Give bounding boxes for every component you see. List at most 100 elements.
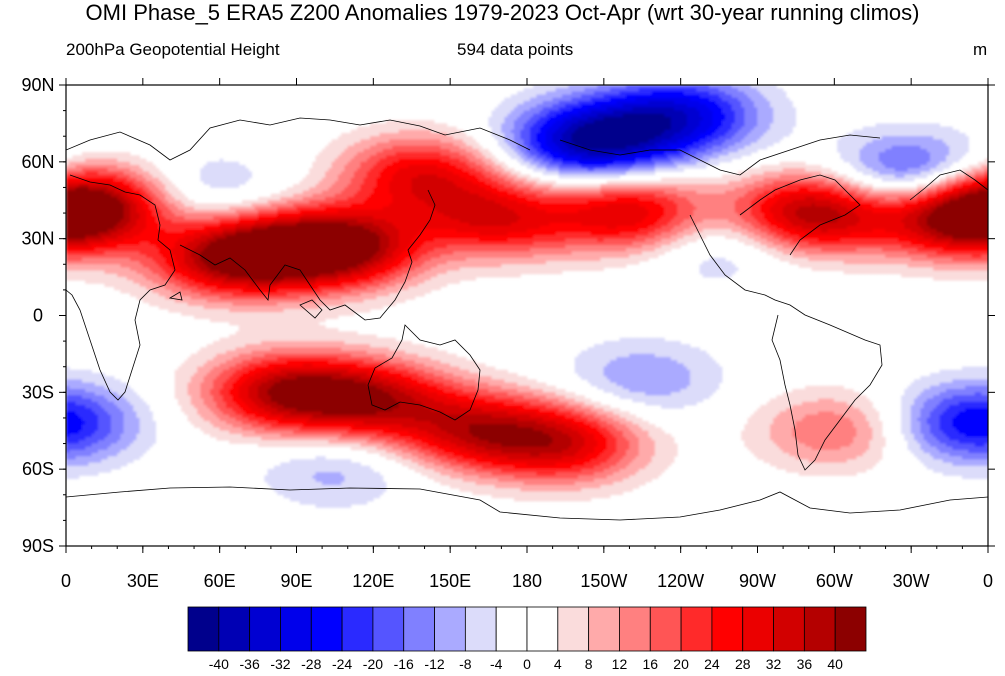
anomaly-cell [962,171,966,175]
anomaly-cell [446,136,451,140]
anomaly-cell [878,142,883,147]
anomaly-cell [107,181,112,185]
anomaly-cell [126,181,131,185]
anomaly-cell [549,113,553,118]
anomaly-cell [558,139,563,143]
anomaly-cell [424,165,428,169]
anomaly-cell [667,85,672,89]
anomaly-cell [702,123,707,127]
anomaly-cell [683,136,688,140]
anomaly-cell [104,177,108,182]
anomaly-cell [389,126,393,131]
anomaly-cell [446,168,451,172]
anomaly-cell [590,168,595,172]
anomaly-cell [373,136,377,140]
anomaly-cell [670,104,675,108]
anomaly-cell [526,133,531,137]
anomaly-cell [709,181,713,185]
anomaly-cell [91,155,96,159]
anomaly-cell [478,171,483,175]
anomaly-cell [722,85,726,89]
anomaly-cell [578,165,582,169]
anomaly-cell [402,184,406,188]
anomaly-cell [706,97,710,102]
anomaly-cell [478,165,483,169]
anomaly-cell [952,136,956,140]
anomaly-cell [664,139,668,143]
anomaly-cell [872,155,876,159]
anomaly-cell [402,129,406,134]
anomaly-cell [917,133,921,137]
anomaly-cell [549,97,553,102]
anomaly-cell [114,155,118,159]
anomaly-cell [923,142,928,147]
anomaly-cell [389,149,393,153]
anomaly-cell [738,107,742,111]
anomaly-cell [517,184,521,188]
anomaly-cell [517,97,521,102]
anomaly-cell [328,152,332,156]
anomaly-cell [453,158,457,163]
anomaly-cell [584,113,588,118]
anomaly-cell [837,181,841,185]
anomaly-cell [430,145,435,150]
anomaly-cell [222,181,227,185]
anomaly-cell [558,101,563,105]
anomaly-cell [696,181,700,185]
anomaly-cell [782,120,787,124]
anomaly-cell [904,149,908,153]
anomaly-cell [792,117,796,121]
anomaly-cell [984,181,988,185]
anomaly-cell [706,120,710,124]
anomaly-cell [584,85,588,89]
anomaly-cell [360,142,364,147]
anomaly-cell [981,165,985,169]
anomaly-cell [434,136,438,140]
anomaly-cell [632,110,636,115]
anomaly-cell [510,110,515,115]
anomaly-cell [405,155,409,159]
anomaly-cell [974,181,979,185]
anomaly-cell [891,145,896,150]
anomaly-cell [110,152,115,156]
anomaly-cell [398,126,403,131]
anomaly-cell [501,145,505,150]
anomaly-cell [565,133,569,137]
anomaly-cell [514,177,518,182]
anomaly-cell [850,181,854,185]
anomaly-cell [562,145,566,150]
anomaly-cell [654,101,659,105]
anomaly-cell [770,117,774,121]
anomaly-cell [683,181,688,185]
anomaly-cell [606,97,611,102]
anomaly-cell [677,133,681,137]
anomaly-cell [766,107,771,111]
anomaly-cell [69,174,73,179]
anomaly-cell [424,155,428,159]
anomaly-cell [952,152,956,156]
anomaly-cell [376,187,380,191]
anomaly-cell [606,91,611,95]
anomaly-cell [843,136,848,140]
anomaly-cell [408,187,412,191]
anomaly-cell [898,136,902,140]
anomaly-cell [587,129,592,134]
anomaly-cell [766,129,771,134]
anomaly-cell [766,165,771,169]
anomaly-cell [440,133,444,137]
anomaly-cell [427,120,432,124]
anomaly-cell [536,152,540,156]
anomaly-cell [882,133,886,137]
anomaly-cell [555,142,560,147]
anomaly-cell [453,187,457,191]
anomaly-cell [664,158,668,163]
anomaly-cell [536,113,540,118]
anomaly-cell [581,94,585,99]
anomaly-cell [872,165,876,169]
anomaly-cell [510,168,515,172]
anomaly-cell [651,181,656,185]
anomaly-cell [104,187,108,191]
anomaly-cell [389,174,393,179]
anomaly-cell [379,184,384,188]
anomaly-cell [901,133,905,137]
